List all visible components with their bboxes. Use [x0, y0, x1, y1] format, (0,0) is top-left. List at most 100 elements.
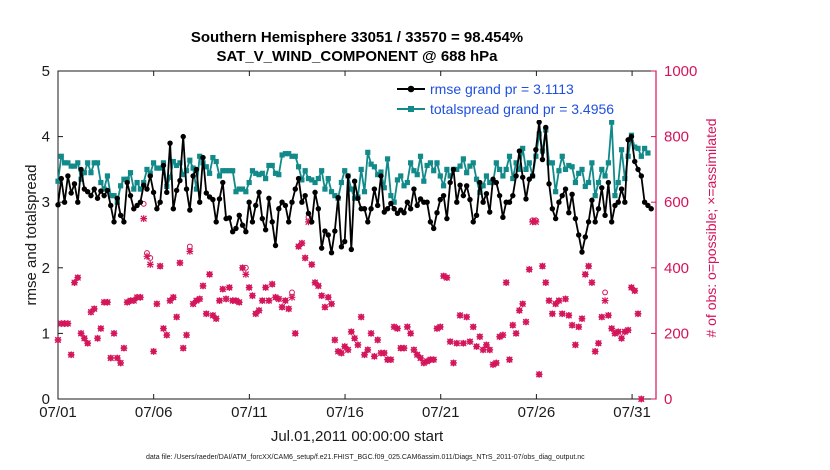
totalspread-point: [68, 163, 74, 169]
rmse-point: [513, 173, 519, 179]
rmse-point: [68, 190, 74, 196]
rmse-point: [164, 189, 170, 196]
totalspread-point: [394, 177, 401, 183]
rmse-point: [140, 182, 147, 188]
obs-assimilated-point: [459, 339, 467, 347]
totalspread-point: [312, 179, 318, 186]
totalspread-point: [431, 168, 437, 174]
rmse-point: [552, 215, 559, 222]
obs-assimilated-point: [328, 300, 335, 308]
obs-assimilated-point: [285, 305, 293, 313]
obs-assimilated-point: [305, 218, 312, 226]
obs-assimilated-point: [331, 336, 339, 344]
obs-assimilated-point: [512, 330, 520, 337]
totalspread-point: [549, 160, 555, 166]
totalspread-point: [645, 150, 651, 156]
rmse-point: [407, 206, 414, 212]
totalspread-point: [440, 183, 447, 189]
obs-assimilated-point: [225, 284, 233, 291]
rmse-point: [516, 148, 523, 154]
totalspread-point: [170, 158, 176, 165]
rmse-point: [391, 206, 397, 212]
rmse-point: [229, 229, 236, 235]
rmse-point: [328, 250, 335, 256]
totalspread-point: [71, 163, 78, 169]
rmse-point: [381, 209, 387, 215]
totalspread-point: [256, 172, 262, 178]
rmse-point: [55, 202, 61, 208]
totalspread-point: [421, 178, 427, 184]
axis-ticks: 07/01 07/06 07/11 07/16 07/21 07/26 07/31 0 1 2 3 4…: [39, 63, 697, 421]
x-tick-label: 07/06: [135, 404, 173, 421]
legend: rmse grand pr = 3.1113 totalspread grand…: [392, 78, 652, 120]
totalspread-point: [523, 166, 529, 172]
rmse-point: [546, 181, 552, 187]
rmse-point: [253, 202, 259, 209]
totalspread-point: [579, 166, 585, 172]
rmse-point: [394, 210, 401, 217]
totalspread-point: [197, 153, 203, 159]
rmse-point: [414, 202, 420, 209]
totalspread-point: [272, 170, 279, 176]
rmse-point: [104, 187, 111, 194]
totalspread-point: [177, 160, 183, 166]
rmse-point: [154, 206, 160, 212]
obs-assimilated-point: [456, 311, 464, 319]
totalspread-point: [622, 175, 628, 182]
totalspread-point: [602, 173, 608, 179]
totalspread-point: [470, 160, 476, 166]
totalspread-point: [65, 160, 71, 166]
totalspread-point: [447, 173, 453, 179]
obs-assimilated-point: [74, 274, 82, 282]
obs-assimilated-point: [535, 371, 543, 378]
totalspread-point: [589, 160, 595, 166]
rmse-point: [427, 219, 434, 225]
totalspread-point: [183, 168, 190, 174]
obs-assimilated-point: [216, 297, 223, 304]
obs-assimilated-point: [598, 313, 606, 321]
obs-assimilated-point: [235, 298, 243, 306]
rmse-point: [335, 194, 341, 201]
totalspread-point: [638, 153, 644, 159]
rmse-point: [566, 209, 572, 216]
obs-assimilated-point: [436, 323, 444, 331]
obs-assimilated-point: [420, 359, 428, 367]
totalspread-point: [134, 179, 140, 186]
obs-assimilated-point: [440, 272, 447, 280]
rmse-point: [75, 199, 81, 205]
obs-assimilated-point: [71, 279, 78, 286]
y-right-tick-label: 1000: [664, 63, 697, 80]
totalspread-point: [401, 183, 407, 189]
obs-assimilated-point: [242, 270, 250, 278]
totalspread-point: [388, 193, 394, 199]
rmse-point: [635, 166, 641, 173]
obs-assimilated-point: [578, 315, 586, 323]
totalspread-point: [239, 186, 246, 192]
rmse-point: [595, 206, 602, 212]
y-right-tick-label: 0: [664, 391, 672, 408]
obs-assimilated-point: [298, 239, 306, 247]
rmse-point: [121, 219, 127, 225]
totalspread-point: [417, 153, 424, 159]
rmse-point: [374, 202, 381, 209]
rmse-point: [177, 177, 183, 184]
rmse-point: [572, 215, 579, 222]
totalspread-point: [404, 179, 410, 186]
obs-assimilated-point: [565, 311, 573, 319]
totalspread-point: [384, 156, 391, 162]
rmse-point: [608, 219, 615, 225]
obs-assimilated-point: [232, 297, 240, 304]
rmse-point: [599, 185, 605, 191]
obs-assimilated-point: [245, 284, 253, 291]
obs-assimilated-point: [206, 270, 213, 278]
obs-assimilated-point: [268, 280, 276, 288]
obs-assimilated-point: [463, 313, 471, 321]
obs-assimilated-point: [265, 297, 273, 304]
obs-assimilated-point: [344, 346, 352, 354]
totalspread-point: [299, 177, 305, 183]
totalspread-point: [61, 160, 68, 166]
totalspread-point: [444, 166, 450, 172]
totalspread-point: [556, 168, 562, 174]
obs-assimilated-point: [515, 307, 523, 314]
rmse-point: [78, 166, 84, 173]
